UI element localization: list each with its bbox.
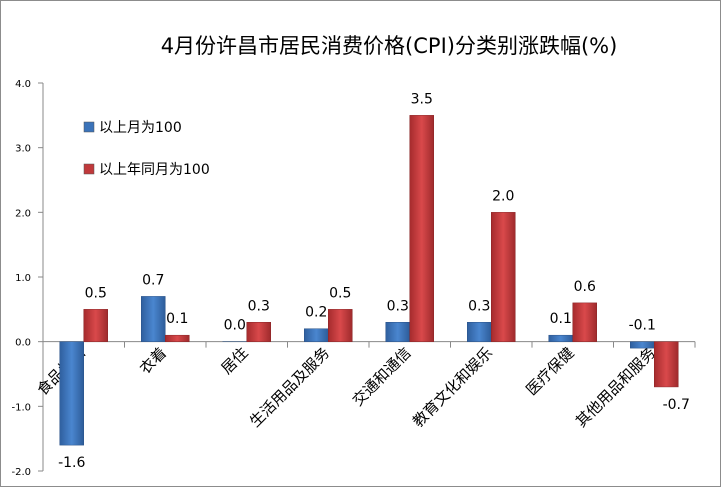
data-label: 0.3 xyxy=(248,298,270,314)
data-label: 2.0 xyxy=(492,188,514,204)
bar-mom xyxy=(467,322,492,342)
category-label: 医疗保健 xyxy=(522,344,577,399)
bar-mom xyxy=(385,322,410,342)
category-label: 教育文化和娱乐 xyxy=(409,344,496,431)
bar-yoy xyxy=(328,309,353,342)
bar-mom xyxy=(304,328,329,342)
data-label: -0.7 xyxy=(663,397,690,413)
bar-yoy xyxy=(572,302,597,342)
data-label: 3.5 xyxy=(411,91,433,107)
bar-mom xyxy=(59,341,84,446)
category-label: 居住 xyxy=(218,344,252,378)
category-label: 衣着 xyxy=(136,344,170,378)
data-label: 0.3 xyxy=(387,298,409,314)
data-label: 0.3 xyxy=(468,298,490,314)
data-label: 0.5 xyxy=(329,285,351,301)
data-label: 0.1 xyxy=(550,311,572,327)
bar-yoy xyxy=(491,212,516,342)
bar-yoy xyxy=(654,341,679,388)
y-tick-label: 2.0 xyxy=(15,208,31,219)
legend-label: 以上年同月为100 xyxy=(99,162,210,178)
data-label: 0.1 xyxy=(166,311,188,327)
category-label: 交通和通信 xyxy=(349,344,415,410)
data-label: -1.6 xyxy=(58,455,85,471)
data-label: 0.7 xyxy=(142,272,164,288)
category-label: 其他用品和服务 xyxy=(572,344,659,431)
legend-swatch-icon xyxy=(83,163,95,175)
bar-yoy xyxy=(246,322,271,342)
y-tick-label: -1.0 xyxy=(11,402,31,413)
legend-label: 以上月为100 xyxy=(99,120,182,136)
y-tick-label: 4.0 xyxy=(15,79,31,90)
data-label: 0.0 xyxy=(224,318,246,334)
legend-swatch-icon xyxy=(83,121,95,133)
y-tick-label: 3.0 xyxy=(15,144,31,155)
bar-yoy xyxy=(165,334,190,342)
category-label: 生活用品及服务 xyxy=(246,344,333,431)
bar-mom xyxy=(141,296,166,342)
chart-title: 4月份许昌市居民消费价格(CPI)分类别涨跌幅(%) xyxy=(161,34,618,58)
bar-yoy xyxy=(83,309,108,342)
bar-mom xyxy=(548,334,573,342)
bar-yoy xyxy=(409,115,434,342)
y-tick-label: -2.0 xyxy=(11,467,31,478)
data-label: -0.1 xyxy=(629,318,656,334)
y-tick-label: 0.0 xyxy=(15,338,31,349)
y-tick-label: 1.0 xyxy=(15,273,31,284)
data-label: 0.6 xyxy=(574,279,596,295)
data-label: 0.2 xyxy=(305,305,327,321)
bar-mom xyxy=(630,341,655,349)
data-label: 0.5 xyxy=(85,285,107,301)
